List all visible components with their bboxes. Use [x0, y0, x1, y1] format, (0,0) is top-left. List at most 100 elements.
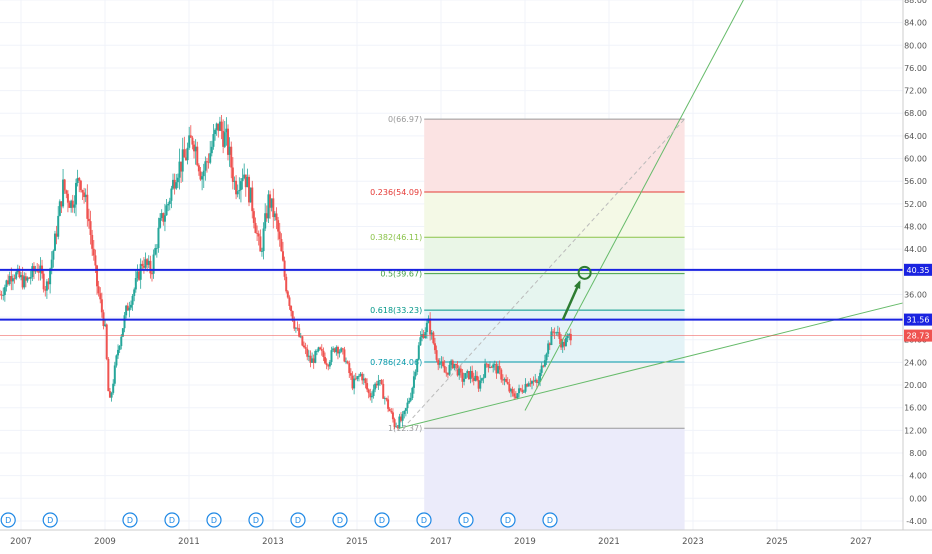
candle-body — [566, 335, 569, 339]
candle-body — [199, 171, 202, 180]
candle-body — [142, 265, 145, 268]
candle-body — [230, 146, 233, 168]
dividend-marker-9[interactable] — [416, 512, 432, 528]
candle-body — [256, 233, 259, 234]
candle-body — [493, 364, 496, 365]
candle-body — [521, 389, 524, 393]
candle-body — [252, 211, 255, 223]
dividend-marker-label-5: D — [253, 516, 259, 525]
dividend-marker-0[interactable] — [0, 512, 16, 528]
candle-body — [115, 355, 118, 366]
candle-body — [469, 370, 472, 380]
candle-body — [68, 202, 71, 208]
candle-body — [62, 179, 65, 207]
candle-body — [239, 181, 242, 190]
candle-body — [304, 347, 307, 349]
candle-body — [212, 134, 215, 147]
candle-body — [10, 276, 13, 282]
candle-body — [3, 287, 6, 295]
candle-body — [535, 379, 538, 383]
candle-body — [511, 389, 514, 394]
candle-body — [332, 348, 335, 351]
dividend-marker-6[interactable] — [290, 512, 306, 528]
dividend-marker-2[interactable] — [122, 512, 138, 528]
candle-body — [53, 233, 56, 251]
candle-body — [120, 336, 123, 347]
candle-body — [530, 381, 533, 384]
fib-band-2 — [424, 237, 685, 274]
dividend-marker-label-1: D — [47, 516, 53, 525]
candle-body — [513, 393, 516, 397]
candle-body — [31, 266, 34, 278]
candle-body — [532, 381, 535, 382]
candle-body — [335, 346, 338, 353]
candle-body — [264, 213, 267, 229]
dividend-marker-5[interactable] — [248, 512, 264, 528]
candle-body — [479, 380, 482, 389]
candle-body — [359, 373, 362, 376]
candle-body — [414, 371, 417, 377]
time-axis-background — [0, 530, 932, 550]
candle-body — [320, 349, 323, 351]
candle-body — [369, 393, 372, 398]
dividend-marker-1[interactable] — [42, 512, 58, 528]
dividend-marker-10[interactable] — [458, 512, 474, 528]
dividend-marker-label-7: D — [337, 516, 343, 525]
candle-body — [450, 360, 453, 365]
candle-body — [248, 176, 251, 203]
fib-level-label-5: 0.786(24.06) — [370, 358, 422, 367]
candle-body — [488, 367, 491, 368]
dividend-marker-7[interactable] — [332, 512, 348, 528]
dividend-marker-12[interactable] — [542, 512, 558, 528]
candle-body — [333, 348, 336, 353]
candle-body — [343, 349, 346, 362]
dividend-marker-8[interactable] — [374, 512, 390, 528]
candle-body — [265, 213, 268, 219]
candle-body — [225, 128, 228, 133]
candle-body — [235, 180, 238, 195]
candle-body — [262, 228, 265, 252]
candle-body — [315, 351, 318, 352]
candle-body — [476, 375, 479, 380]
dividend-marker-4[interactable] — [206, 512, 222, 528]
candle-body — [110, 392, 113, 398]
candle-body — [281, 251, 284, 261]
candle-body — [167, 203, 170, 206]
dividend-marker-3[interactable] — [164, 512, 180, 528]
candle-body — [341, 348, 344, 350]
candle-body — [226, 128, 229, 155]
candle-body — [92, 248, 95, 256]
candle-body — [144, 259, 147, 268]
candle-body — [60, 201, 63, 207]
candle-body — [406, 402, 409, 409]
candle-body — [296, 327, 299, 329]
candle-body — [47, 281, 50, 285]
dividend-marker-11[interactable] — [500, 512, 516, 528]
candle-body — [146, 259, 149, 265]
candle-body — [545, 353, 548, 361]
candle-body — [99, 293, 102, 300]
price-tag-label-0: 40.35 — [907, 266, 930, 275]
candle-body — [353, 378, 356, 389]
candle-body — [377, 380, 380, 386]
candle-body — [218, 121, 221, 131]
candle-body — [508, 383, 511, 392]
y-tick-label-1: 84.00 — [904, 19, 927, 28]
candle-body — [186, 147, 189, 161]
candle-body — [338, 351, 341, 354]
candle-body — [456, 365, 459, 376]
candle-body — [73, 204, 76, 208]
candle-body — [432, 332, 435, 344]
y-tick-label-13: 36.00 — [904, 290, 927, 299]
candle-body — [400, 416, 403, 421]
candle-body — [76, 177, 79, 184]
candle-body — [275, 213, 278, 221]
candle-body — [205, 161, 208, 163]
candle-body — [18, 268, 21, 278]
candle-body — [194, 146, 197, 152]
candle-body — [244, 174, 247, 188]
dividend-marker-label-11: D — [505, 516, 511, 525]
y-tick-label-20: 8.00 — [909, 449, 927, 458]
price-tag-label-2: 28.73 — [907, 332, 930, 341]
candle-body — [522, 391, 525, 393]
